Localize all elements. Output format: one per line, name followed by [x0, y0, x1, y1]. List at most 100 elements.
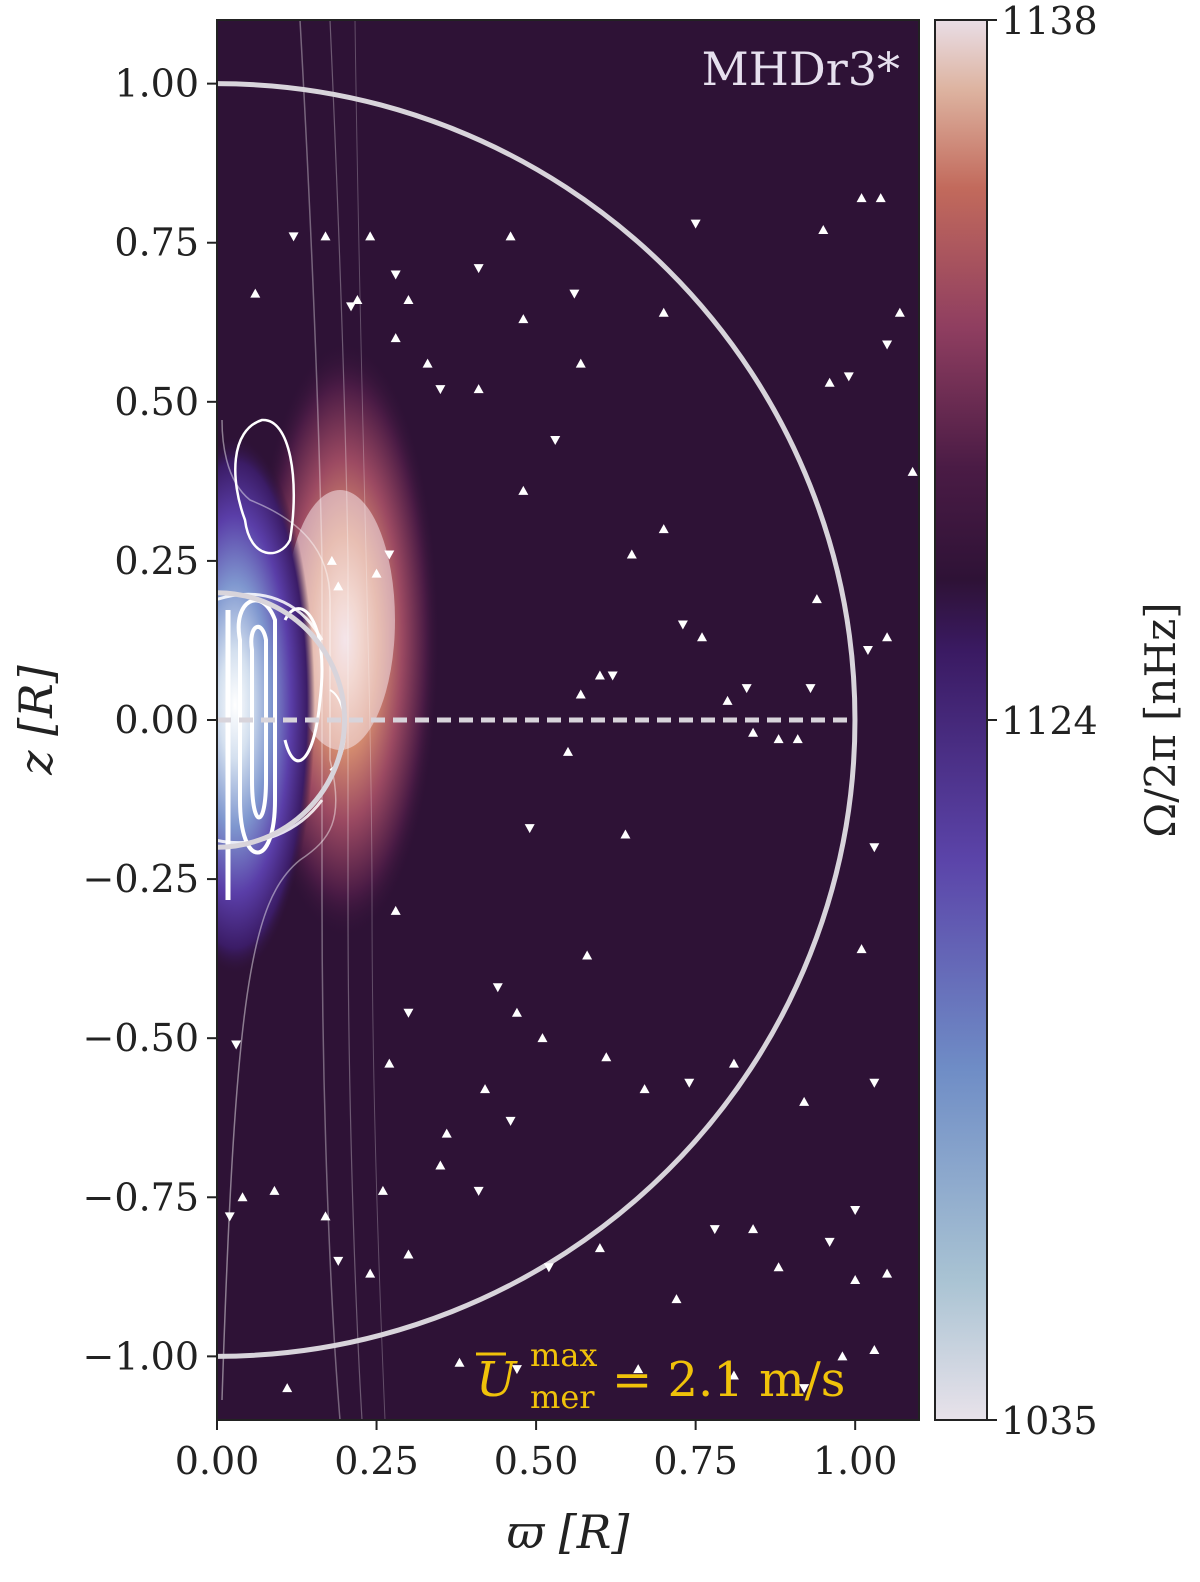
field-arrow [869, 1078, 880, 1088]
field-arrow [690, 219, 701, 229]
field-arrow [365, 231, 376, 241]
field-arrow [435, 1160, 446, 1170]
annotation-value: = 2.1 m/s [612, 1352, 845, 1408]
field-arrow [582, 950, 593, 960]
y-tick-label: −0.75 [83, 1175, 199, 1219]
field-arrow [320, 231, 331, 241]
field-arrow [371, 568, 382, 578]
field-arrow [728, 1058, 739, 1068]
y-axis-label: z [R] [9, 665, 63, 775]
field-arrow [390, 905, 401, 915]
field-arrow [543, 1263, 554, 1273]
y-tick-label: 0.75 [114, 221, 199, 265]
y-axis-ticks: 1.00 0.75 0.50 0.25 0.00 −0.25 −0.50 −0.75 −1.00 [83, 62, 217, 1378]
field-arrow [799, 1096, 810, 1106]
field-arrow [792, 734, 803, 744]
field-arrow [862, 646, 873, 655]
field-arrow [697, 632, 708, 642]
field-arrow [537, 1033, 548, 1043]
field-arrow [282, 1383, 293, 1393]
field-arrow [237, 1192, 248, 1202]
field-arrow [639, 1084, 650, 1094]
field-arrow [575, 689, 586, 699]
field-arrow [352, 295, 363, 304]
x-tick-label: 0.00 [175, 1439, 260, 1483]
field-arrow [748, 727, 759, 737]
inner-circle [217, 590, 348, 850]
field-arrow [748, 1224, 759, 1234]
field-arrow [799, 1384, 810, 1394]
field-arrow [473, 1186, 484, 1196]
field-arrow [435, 385, 446, 395]
field-arrow [550, 436, 561, 445]
colorbar-tick-label: 1035 [1001, 1399, 1098, 1443]
field-arrow [346, 302, 357, 312]
field-arrow [231, 1040, 242, 1050]
field-arrow [824, 1237, 835, 1247]
field-arrow [843, 372, 854, 382]
colorbar-ticks: 1138 1124 1035 [987, 0, 1098, 1443]
streamline [217, 592, 324, 641]
field-arrow [473, 384, 484, 394]
field-arrow [824, 377, 835, 387]
field-arrow [511, 1007, 522, 1017]
x-tick-label: 0.25 [334, 1439, 419, 1483]
field-arrow [250, 288, 261, 298]
field-arrow [805, 684, 816, 694]
field-arrow [403, 1008, 414, 1018]
field-arrow [326, 555, 337, 565]
field-arrow [480, 1084, 491, 1094]
panel-label: MHDr3* [702, 42, 900, 96]
field-arrow [728, 1370, 739, 1380]
field-arrow [473, 264, 484, 274]
field-arrow [882, 1268, 893, 1278]
field-arrow [511, 1365, 522, 1375]
field-arrow [818, 225, 829, 234]
annotation-superscript: max [530, 1336, 597, 1374]
field-arrow [850, 1275, 861, 1284]
y-tick-label: 0.00 [114, 698, 199, 742]
field-arrow [569, 289, 580, 299]
field-arrow [633, 1364, 644, 1374]
field-arrow [384, 550, 395, 560]
colorbar-gradient [934, 19, 988, 1421]
field-arrow [390, 270, 401, 280]
field-arrow [658, 524, 669, 534]
field-arrow [773, 734, 784, 744]
y-tick-label: 0.50 [114, 380, 199, 424]
field-arrow [907, 466, 918, 476]
y-tick-label: −1.00 [83, 1334, 199, 1378]
streamline [299, 20, 341, 1420]
field-arrow [869, 1345, 880, 1354]
colorbar-tick-label: 1124 [1001, 699, 1098, 743]
field-arrow [850, 1206, 861, 1215]
field-arrow [518, 485, 529, 495]
streamline [221, 419, 337, 1401]
annotation-symbol: U [476, 1352, 518, 1408]
colorbar-tick-label: 1138 [1001, 0, 1098, 43]
x-tick-label: 0.50 [494, 1439, 579, 1483]
field-arrow [288, 232, 299, 242]
field-arrow [773, 1262, 784, 1272]
field-arrow [320, 1211, 331, 1221]
field-arrow [403, 1249, 414, 1259]
field-arrow [684, 1078, 695, 1088]
field-arrow [882, 340, 893, 350]
y-tick-label: −0.25 [83, 857, 199, 901]
x-tick-label: 1.00 [813, 1439, 898, 1483]
field-arrow [518, 314, 529, 324]
field-arrow [856, 193, 867, 203]
field-arrow [333, 1256, 344, 1266]
streamline [234, 418, 296, 555]
field-arrow [575, 358, 586, 368]
x-axis-label: ϖ [R] [507, 1505, 630, 1559]
field-arrow [454, 1357, 465, 1367]
field-arrows [224, 193, 918, 1394]
field-arrow [505, 231, 516, 241]
field-arrow [403, 295, 414, 304]
field-arrow [607, 671, 618, 681]
field-arrow [882, 632, 893, 642]
field-arrow [492, 983, 503, 993]
field-arrow [677, 620, 688, 630]
